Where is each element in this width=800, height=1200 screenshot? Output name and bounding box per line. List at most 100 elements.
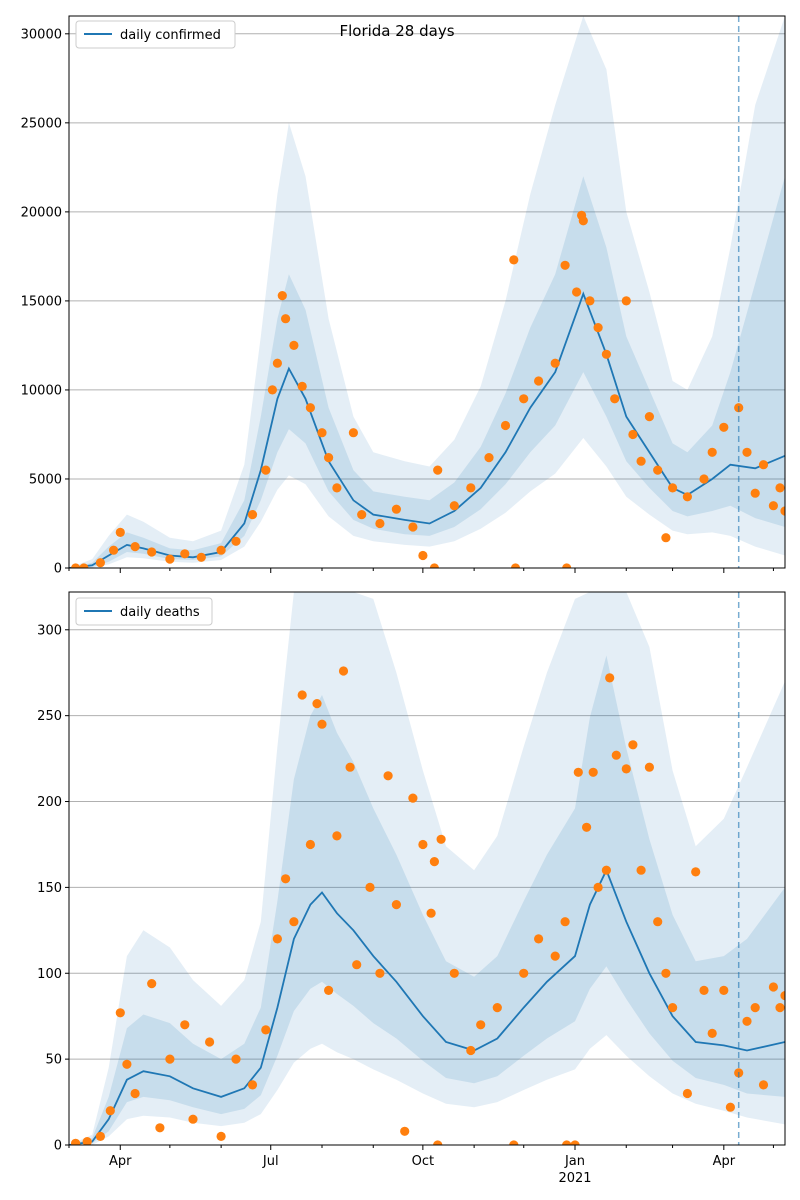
deaths-series-line	[69, 867, 785, 1145]
deaths-data-point	[433, 1140, 443, 1145]
deaths-data-point	[601, 865, 612, 875]
deaths-x-tick-label: Apr	[713, 1154, 736, 1169]
confirmed-line-group	[69, 291, 785, 568]
confirmed-data-point	[247, 509, 258, 520]
deaths-data-point	[82, 1137, 92, 1145]
deaths-panel: 0 50 100 150 200 250 300 Apr Jul Oct Jan 2021 Apr d…	[37, 591, 786, 1186]
deaths-line-group	[69, 867, 785, 1145]
confirmed-y-tick-label: 15000	[21, 294, 62, 309]
confirmed-data-point	[324, 453, 334, 463]
confirmed-data-point	[509, 255, 519, 265]
confirmed-data-point	[433, 465, 443, 475]
deaths-data-point	[466, 1045, 476, 1056]
deaths-data-point	[338, 666, 349, 676]
confirmed-data-point	[628, 429, 638, 440]
deaths-y-tick-label: 200	[37, 795, 62, 810]
deaths-data-point	[519, 968, 529, 978]
deaths-data-point	[582, 822, 592, 832]
deaths-x-ticks: Apr Jul Oct Jan 2021 Apr	[68, 1145, 774, 1186]
confirmed-y-tick-label: 25000	[21, 116, 62, 131]
confirmed-data-point	[668, 483, 678, 493]
deaths-data-point	[261, 1025, 271, 1035]
confirmed-data-point	[707, 447, 717, 457]
confirmed-data-point	[79, 563, 89, 568]
confirmed-data-point	[750, 488, 760, 498]
confirmed-legend: daily confirmed	[75, 20, 236, 49]
deaths-data-point	[653, 917, 663, 927]
deaths-data-point	[661, 968, 671, 978]
deaths-data-point	[691, 867, 701, 877]
deaths-data-point	[534, 934, 544, 944]
deaths-data-point	[719, 985, 729, 996]
deaths-data-point	[621, 764, 631, 774]
deaths-data-point	[588, 767, 598, 777]
confirmed-y-tick-label: 20000	[21, 205, 62, 220]
deaths-data-point	[130, 1088, 140, 1099]
deaths-data-point	[780, 991, 785, 1001]
confirmed-data-point	[317, 428, 327, 438]
confirmed-outer-band	[69, 16, 785, 568]
deaths-data-point	[216, 1131, 226, 1141]
confirmed-data-point	[281, 314, 291, 324]
confirmed-y-tick-label: 0	[54, 562, 62, 577]
confirmed-y-tick-label: 5000	[29, 472, 62, 487]
confirmed-data-point	[277, 291, 287, 301]
deaths-data-point	[758, 1080, 769, 1090]
deaths-data-point	[742, 1016, 752, 1026]
deaths-data-point	[231, 1054, 241, 1064]
deaths-data-point	[408, 793, 418, 803]
confirmed-data-point	[593, 323, 603, 333]
confirmed-data-point	[768, 501, 779, 511]
confirmed-data-point	[391, 504, 401, 514]
deaths-data-point	[165, 1054, 175, 1064]
confirmed-data-point	[449, 501, 459, 511]
deaths-data-point	[205, 1037, 215, 1047]
deaths-data-point	[429, 857, 439, 867]
confirmed-axes-frame	[68, 15, 786, 569]
deaths-y-tick-label: 100	[37, 967, 62, 982]
deaths-data-point	[636, 865, 646, 875]
deaths-data-point	[668, 1003, 678, 1013]
deaths-x-tick-sublabel: 2021	[558, 1171, 591, 1186]
deaths-data-point	[188, 1114, 198, 1124]
deaths-data-point	[775, 1003, 785, 1013]
deaths-data-point	[750, 1003, 760, 1013]
confirmed-data-point	[466, 483, 476, 493]
confirmed-data-point	[719, 422, 729, 432]
deaths-x-tick-label: Oct	[412, 1154, 434, 1169]
deaths-data-point	[593, 882, 603, 893]
confirmed-data-point	[147, 547, 157, 557]
confirmed-data-point	[297, 381, 307, 391]
deaths-data-point	[725, 1102, 736, 1112]
confirmed-data-point	[109, 545, 119, 555]
confirmed-data-point	[375, 518, 385, 529]
confirmed-data-point	[289, 340, 299, 350]
confirmed-panel: 0 5000 10000 15000 20000 25000 30000 Florida 2…	[21, 15, 786, 577]
deaths-data-point	[699, 985, 709, 996]
deaths-data-point	[305, 839, 315, 850]
deaths-outer-band	[69, 592, 785, 1145]
confirmed-data-point	[572, 287, 582, 297]
confirmed-gridlines	[69, 33, 785, 480]
confirmed-data-point	[231, 536, 241, 546]
confirmed-data-point	[653, 465, 663, 475]
deaths-data-point	[562, 1140, 572, 1145]
deaths-data-point	[611, 750, 621, 760]
confirmed-data-point	[348, 428, 358, 438]
deaths-data-point	[570, 1140, 580, 1145]
deaths-data-point	[272, 934, 282, 944]
deaths-data-point	[400, 1126, 410, 1136]
confirmed-data-point	[305, 403, 315, 413]
confirmed-y-tick-label: 10000	[21, 383, 62, 398]
confirmed-data-point	[357, 509, 367, 520]
deaths-y-ticks: 0 50 100 150 200 250 300	[37, 623, 69, 1154]
deaths-data-point	[95, 1131, 105, 1141]
deaths-data-point	[682, 1088, 693, 1099]
deaths-data-point	[509, 1140, 519, 1145]
deaths-data-point	[768, 982, 779, 992]
confirmed-title: Florida 28 days	[339, 22, 454, 40]
deaths-data-point	[312, 699, 322, 709]
deaths-data-point	[383, 771, 393, 781]
confirmed-data-point	[780, 506, 785, 516]
deaths-data-point	[297, 690, 307, 700]
